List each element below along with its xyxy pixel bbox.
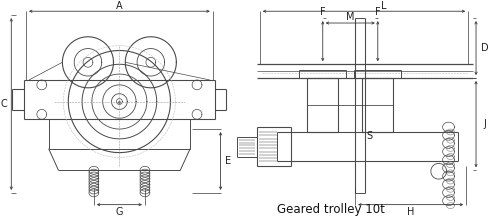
Text: A: A	[116, 1, 122, 11]
Text: F: F	[320, 7, 325, 17]
Text: F: F	[375, 7, 381, 17]
Text: M: M	[346, 12, 355, 22]
Text: Geared trolley 10t: Geared trolley 10t	[277, 203, 385, 216]
Text: E: E	[225, 156, 231, 166]
Text: D: D	[481, 43, 489, 53]
Text: H: H	[407, 206, 415, 217]
Text: S: S	[367, 131, 373, 141]
Text: C: C	[0, 99, 7, 109]
Text: L: L	[381, 1, 387, 11]
Text: J: J	[484, 119, 486, 129]
Text: G: G	[116, 206, 123, 217]
